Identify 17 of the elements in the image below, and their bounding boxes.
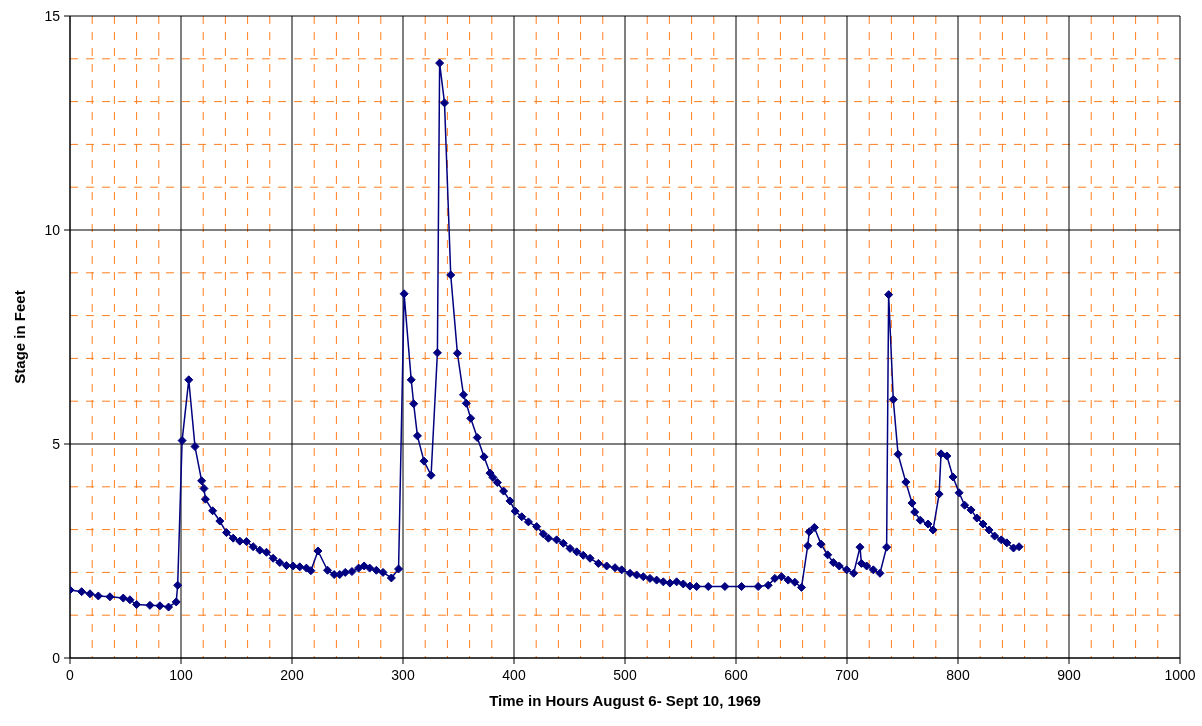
y-tick-label: 15 — [44, 8, 61, 24]
y-axis-title: Stage in Feet — [11, 290, 29, 384]
x-tick-label: 100 — [169, 667, 193, 683]
x-tick-label: 200 — [280, 667, 304, 683]
x-tick-label: 1000 — [1164, 667, 1196, 683]
x-tick-label: 900 — [1057, 667, 1081, 683]
x-tick-label: 600 — [724, 667, 748, 683]
y-tick-label: 10 — [44, 222, 61, 238]
x-tick-label: 800 — [946, 667, 970, 683]
x-tick-label: 300 — [391, 667, 415, 683]
y-tick-label: 0 — [52, 650, 61, 666]
y-tick-label: 5 — [52, 436, 61, 452]
x-tick-label: 400 — [502, 667, 526, 683]
x-tick-label: 500 — [613, 667, 637, 683]
x-tick-label: 700 — [835, 667, 859, 683]
x-axis-title: Time in Hours August 6- Sept 10, 1969 — [489, 692, 761, 709]
x-tick-label: 0 — [66, 667, 75, 683]
